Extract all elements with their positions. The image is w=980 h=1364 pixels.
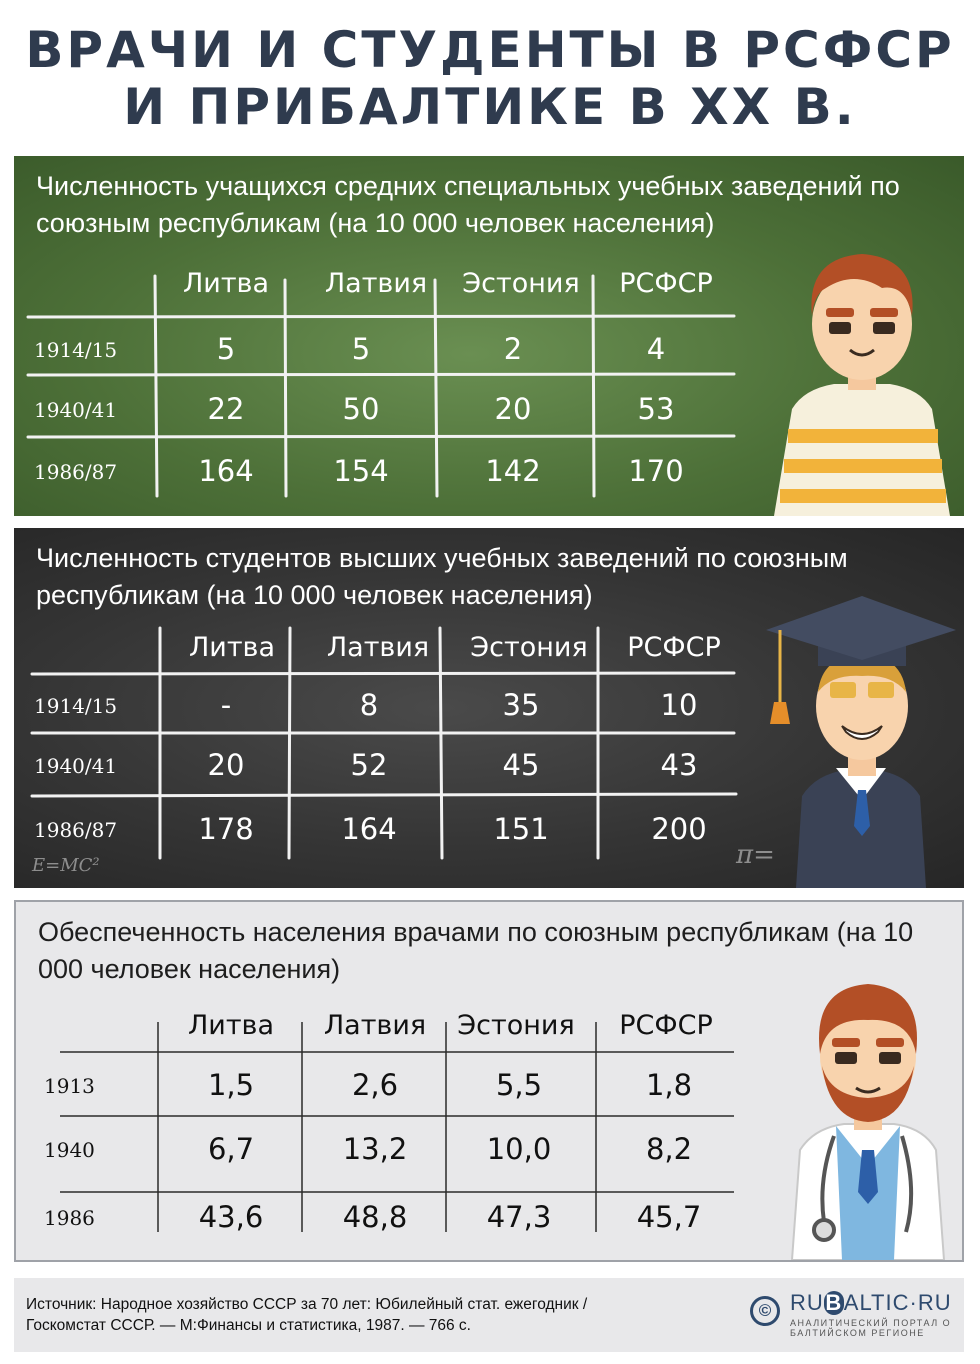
- table1-cell-0-0: 5: [216, 332, 236, 366]
- table1-cell-2-2: 142: [485, 454, 541, 488]
- table1-header-0: Литва: [182, 268, 270, 299]
- doctor-illustration: [790, 984, 946, 1260]
- table2-cell-1-3: 43: [660, 748, 698, 782]
- student-boy-illustration: [774, 254, 950, 516]
- logo-post: ALTIC·RU: [843, 1290, 952, 1315]
- table2-cell-2-2: 151: [493, 812, 549, 846]
- source-citation: Источник: Народное хозяйство СССР за 70 …: [26, 1294, 706, 1336]
- footer: Источник: Народное хозяйство СССР за 70 …: [14, 1278, 964, 1352]
- table3-grid: [60, 1022, 734, 1232]
- table2-cell-1-2: 45: [502, 748, 540, 782]
- table1-cell-2-3: 170: [628, 454, 684, 488]
- logo-name: RUBALTIC·RU: [790, 1290, 952, 1316]
- table3-row-label-0: 1913: [44, 1074, 95, 1098]
- table3-row-label-1: 1940: [44, 1138, 95, 1162]
- table3-row-label-2: 1986: [44, 1206, 95, 1230]
- table3-cell-1-3: 8,2: [645, 1132, 693, 1166]
- table3-cell-1-1: 13,2: [342, 1132, 408, 1166]
- table3-cell-2-0: 43,6: [198, 1200, 264, 1234]
- page-title-line2: И ПРИБАЛТИКЕ В XX В.: [123, 78, 857, 136]
- table1-cell-1-0: 22: [207, 392, 245, 426]
- table2-cell-0-1: 8: [359, 688, 379, 722]
- source-line2: Госкомстат СССР. — М:Финансы и статистик…: [26, 1317, 471, 1334]
- table1-cell-0-1: 5: [351, 332, 371, 366]
- table1-header-1: Латвия: [324, 268, 428, 299]
- table2-header-2: Эстония: [470, 632, 588, 663]
- table2-cell-2-3: 200: [651, 812, 707, 846]
- table2-title: Численность студентов высших учебных зав…: [36, 543, 848, 610]
- table1-cell-2-0: 164: [198, 454, 254, 488]
- formula-pi: π=: [735, 840, 775, 870]
- table3-cell-0-0: 1,5: [207, 1068, 255, 1102]
- table1-row-label-2: 1986/87: [34, 460, 118, 484]
- table3-header-0: Литва: [187, 1010, 275, 1041]
- table2-row-label-2: 1986/87: [34, 818, 118, 842]
- table3-cell-0-1: 2,6: [351, 1068, 399, 1102]
- table1-header-3: РСФСР: [619, 268, 713, 299]
- panel-doctors: Обеспеченность населения врачами по союз…: [14, 900, 964, 1262]
- table2-row-label-0: 1914/15: [34, 694, 118, 718]
- table1-grid: [26, 274, 736, 498]
- table1-cell-2-1: 154: [333, 454, 389, 488]
- table1-row-label-1: 1940/41: [34, 398, 118, 422]
- table2-cell-0-3: 10: [660, 688, 698, 722]
- table2-cell-2-1: 164: [341, 812, 397, 846]
- panel-secondary-schools: Численность учащихся средних специальных…: [14, 156, 964, 516]
- table3-header-1: Латвия: [323, 1010, 427, 1041]
- table2-header-3: РСФСР: [627, 632, 721, 663]
- table2-cell-1-1: 52: [350, 748, 388, 782]
- table3-cell-2-2: 47,3: [486, 1200, 552, 1234]
- logo-b: B: [823, 1290, 844, 1315]
- table1-cell-0-2: 2: [503, 332, 523, 366]
- rubaltic-logo[interactable]: © RUBALTIC·RU АНАЛИТИЧЕСКИЙ ПОРТАЛ О БАЛ…: [750, 1288, 960, 1344]
- table3-header-2: Эстония: [457, 1010, 575, 1041]
- logo-subtitle: АНАЛИТИЧЕСКИЙ ПОРТАЛ О БАЛТИЙСКОМ РЕГИОН…: [790, 1318, 952, 1338]
- table3-cell-1-0: 6,7: [207, 1132, 255, 1166]
- table2-cell-0-0: -: [220, 688, 232, 722]
- table3-cell-2-3: 45,7: [636, 1200, 702, 1234]
- graduate-illustration: [766, 596, 956, 888]
- source-line1: Источник: Народное хозяйство СССР за 70 …: [26, 1296, 588, 1313]
- table2-grid: E=MC² π=: [30, 626, 775, 876]
- table2-header-0: Литва: [188, 632, 276, 663]
- table1-cell-1-1: 50: [342, 392, 380, 426]
- table1-cell-1-2: 20: [494, 392, 532, 426]
- table1-row-label-0: 1914/15: [34, 338, 118, 362]
- page-title-line1: ВРАЧИ И СТУДЕНТЫ В РСФСР: [25, 21, 955, 79]
- table3-cell-0-2: 5,5: [495, 1068, 543, 1102]
- table3-cell-2-1: 48,8: [342, 1200, 408, 1234]
- copyright-icon: ©: [750, 1296, 780, 1326]
- panel-higher-education: Численность студентов высших учебных зав…: [14, 528, 964, 888]
- table2-cell-0-2: 35: [502, 688, 540, 722]
- formula-emc2: E=MC²: [31, 855, 100, 876]
- table1-header-2: Эстония: [462, 268, 580, 299]
- table2-cell-1-0: 20: [207, 748, 245, 782]
- table3-title: Обеспеченность населения врачами по союз…: [38, 917, 914, 984]
- table1-cell-0-3: 4: [646, 332, 666, 366]
- page-title: ВРАЧИ И СТУДЕНТЫ В РСФСР И ПРИБАЛТИКЕ В …: [0, 22, 980, 136]
- logo-pre: RU: [790, 1290, 824, 1315]
- table3-header-3: РСФСР: [619, 1010, 713, 1041]
- table2-cell-2-0: 178: [198, 812, 254, 846]
- table3-cell-1-2: 10,0: [486, 1132, 552, 1166]
- table2-row-label-1: 1940/41: [34, 754, 118, 778]
- table2-header-1: Латвия: [326, 632, 430, 663]
- table1-title: Численность учащихся средних специальных…: [36, 171, 900, 238]
- table1-cell-1-3: 53: [637, 392, 675, 426]
- table3-cell-0-3: 1,8: [645, 1068, 693, 1102]
